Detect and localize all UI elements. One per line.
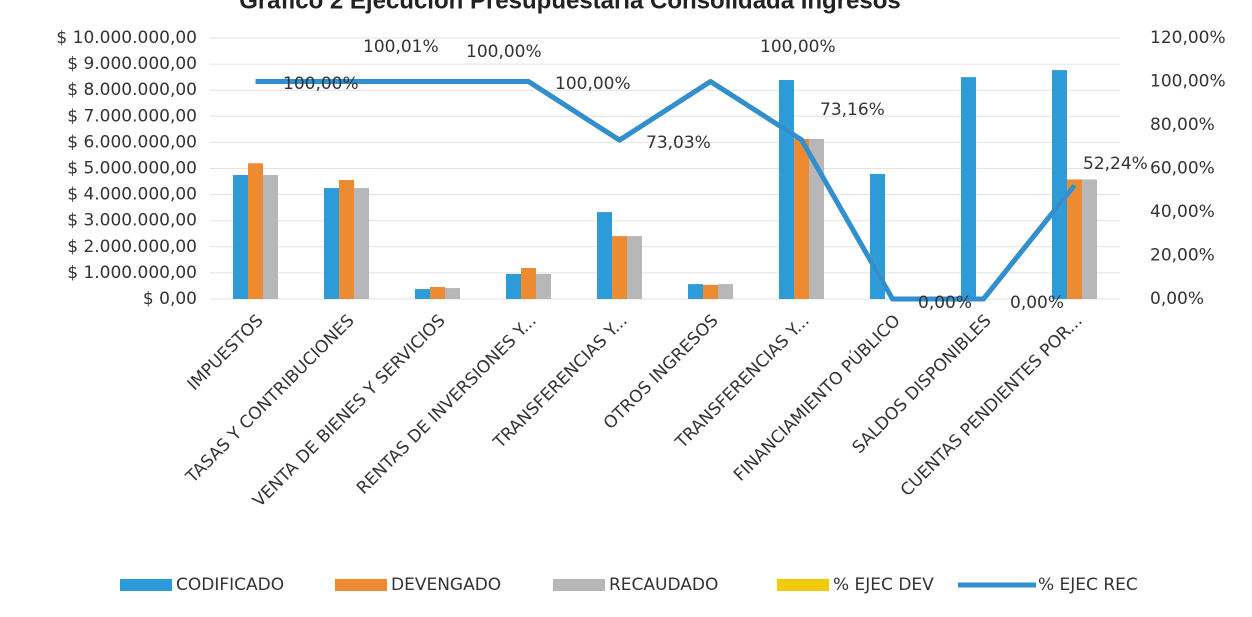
data-label: 0,00% (918, 293, 972, 313)
chart-title: Gráfico 2 Ejecución Presupuestaria Conso… (239, 0, 901, 14)
bar (688, 284, 703, 299)
bar (324, 188, 339, 299)
y-tick-label: $ 5.000.000,00 (67, 159, 197, 179)
y-tick-label: $ 8.000.000,00 (67, 80, 197, 100)
y-tick-label: $ 3.000.000,00 (67, 211, 197, 231)
legend-label: % EJEC REC (1038, 575, 1138, 595)
x-tick-label: RENTAS DE INVERSIONES Y... (353, 311, 541, 499)
x-tick-label: TASAS Y CONTRIBUCIONES (182, 311, 359, 488)
bar (415, 289, 430, 299)
bar (961, 77, 976, 300)
bar (354, 188, 369, 299)
legend-label: CODIFICADO (176, 575, 284, 595)
data-label: 100,01% (363, 37, 439, 57)
y-tick-label: $ 0,00 (143, 289, 197, 309)
y-tick-label: $ 1.000.000,00 (67, 263, 197, 283)
bar (703, 284, 718, 299)
data-label: 100,00% (283, 74, 359, 94)
x-tick-label: CUENTAS PENDIENTES POR... (897, 311, 1087, 501)
data-label: 100,00% (466, 42, 542, 62)
bar (718, 284, 733, 299)
legend-label: DEVENGADO (391, 575, 501, 595)
data-label: 100,00% (760, 37, 836, 57)
bar (809, 139, 824, 299)
data-label: 0,00% (1010, 293, 1064, 313)
bar (430, 286, 445, 299)
y2-tick-label: 60,00% (1150, 159, 1215, 179)
y2-tick-label: 20,00% (1150, 246, 1215, 266)
bar (521, 267, 536, 299)
x-tick-label: FINANCIAMIENTO PÚBLICO (729, 310, 905, 486)
bar (445, 288, 460, 299)
bar (779, 80, 794, 300)
bar (536, 273, 551, 299)
bar (612, 236, 627, 299)
data-label: 73,03% (646, 133, 711, 153)
data-label: 52,24% (1083, 154, 1148, 174)
x-tick-label: VENTA DE BIENES Y SERVICIOS (249, 311, 449, 511)
legend-label: RECAUDADO (609, 575, 718, 595)
legend-swatch (777, 579, 829, 591)
legend-swatch (120, 579, 172, 591)
legend-label: % EJEC DEV (833, 575, 934, 595)
bar (627, 236, 642, 299)
y2-tick-label: 120,00% (1150, 28, 1226, 48)
legend-swatch (335, 579, 387, 591)
y2-tick-label: 0,00% (1150, 289, 1204, 309)
bar (263, 175, 278, 299)
bar (506, 273, 521, 299)
bar (597, 212, 612, 299)
data-label: 100,00% (555, 74, 631, 94)
bar (339, 179, 354, 299)
bar (794, 139, 809, 299)
bar (1082, 179, 1097, 299)
y2-tick-label: 40,00% (1150, 202, 1215, 222)
x-tick-label: IMPUESTOS (184, 311, 268, 395)
bar (233, 175, 248, 299)
y2-tick-label: 100,00% (1150, 72, 1226, 92)
bar (248, 163, 263, 299)
line-series (255, 78, 1077, 302)
y-tick-label: $ 9.000.000,00 (67, 54, 197, 74)
bar (1067, 179, 1082, 299)
y-tick-label: $ 4.000.000,00 (67, 185, 197, 205)
bar (1052, 70, 1067, 299)
y-tick-label: $ 10.000.000,00 (56, 28, 197, 48)
line-series (255, 78, 1077, 302)
legend-swatch (553, 579, 605, 591)
y2-tick-label: 80,00% (1150, 115, 1215, 135)
y-tick-label: $ 6.000.000,00 (67, 132, 197, 152)
y-tick-label: $ 2.000.000,00 (67, 237, 197, 257)
data-label: 73,16% (820, 100, 885, 120)
y-tick-label: $ 7.000.000,00 (67, 106, 197, 126)
